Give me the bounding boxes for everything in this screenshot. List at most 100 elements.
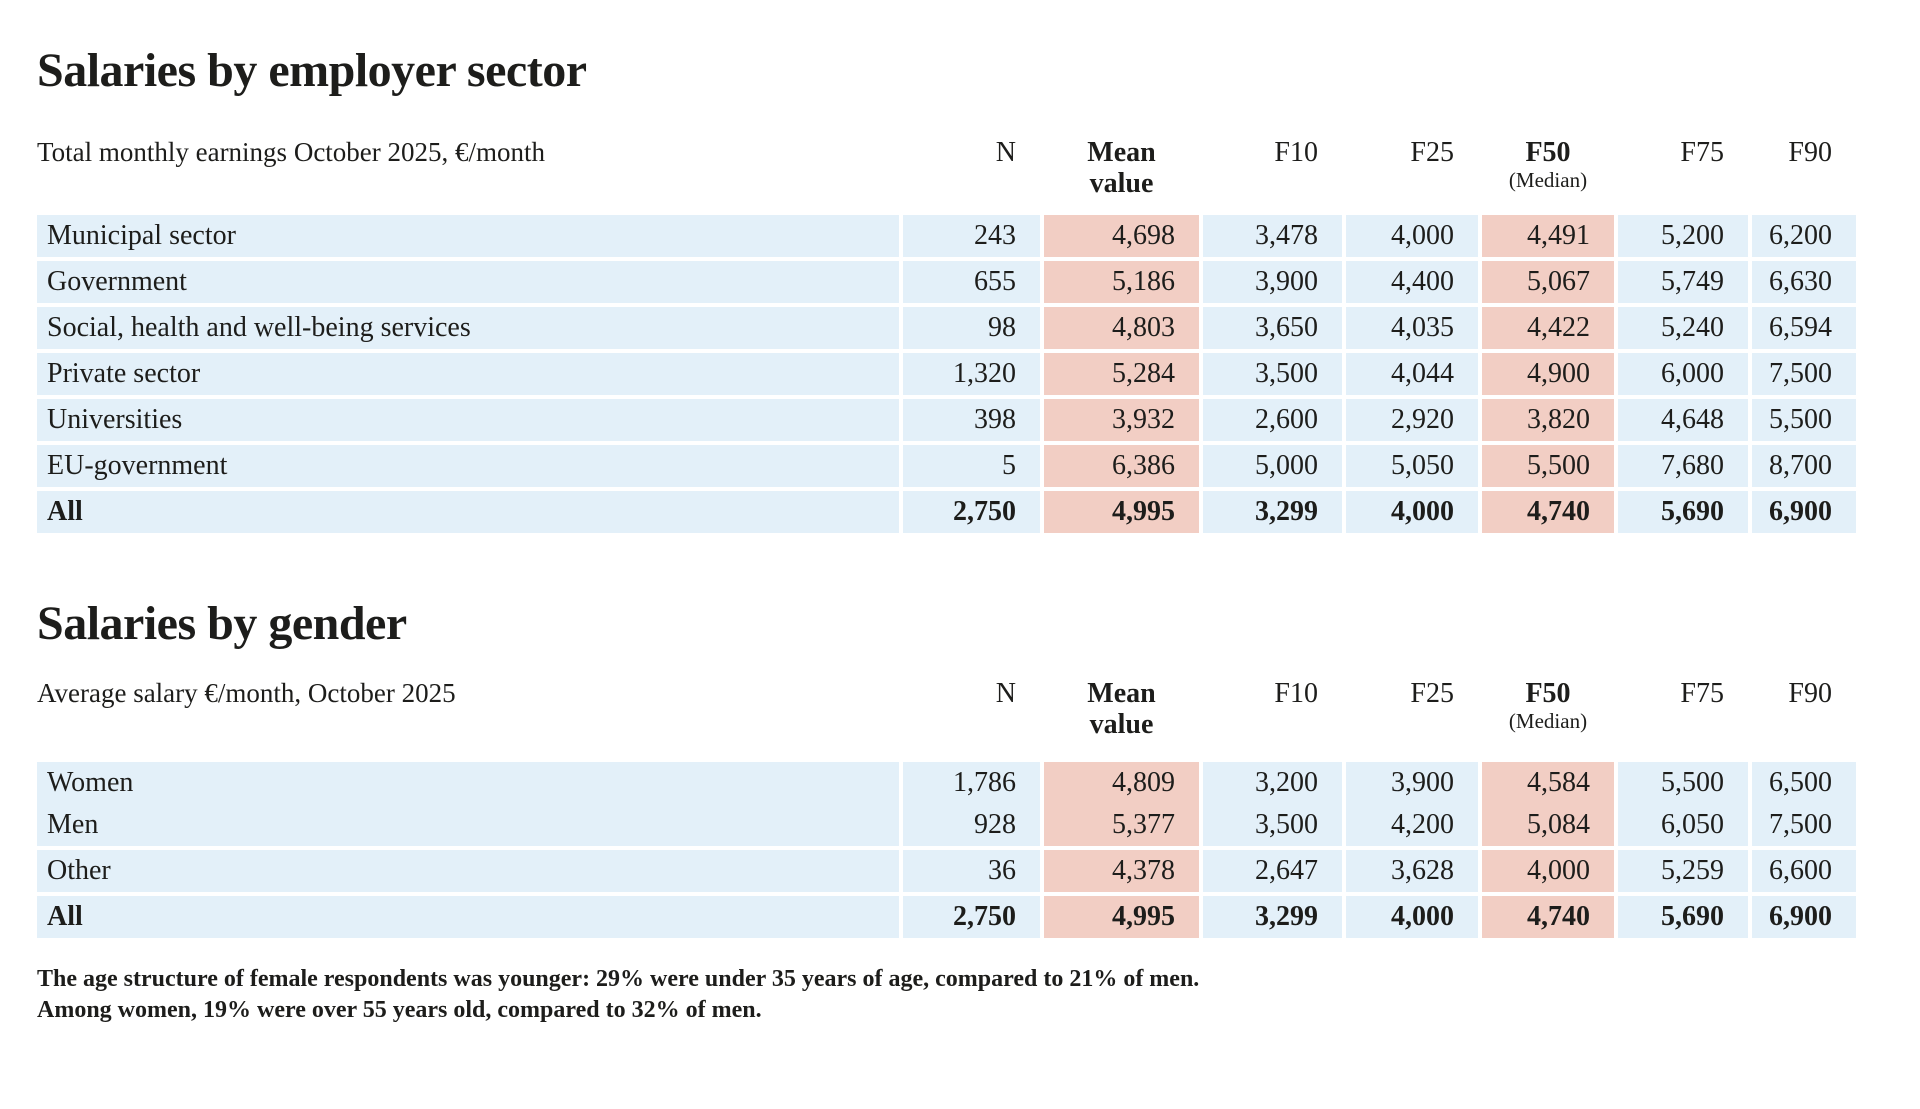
- cell-f75: 5,749: [1618, 261, 1748, 303]
- cell-mean: 4,698: [1044, 215, 1199, 257]
- cell-f25: 4,000: [1346, 215, 1478, 257]
- table-row-municipal-sector: Municipal sector 243 4,698 3,478 4,000 4…: [37, 215, 1856, 257]
- cell-f90: 6,200: [1752, 215, 1856, 257]
- cell-f50: 4,000: [1482, 850, 1614, 892]
- cell-f10: 3,900: [1203, 261, 1342, 303]
- cell-f50: 3,820: [1482, 399, 1614, 441]
- col-header-f50-label: F50: [1525, 137, 1571, 168]
- cell-f50: 4,422: [1482, 307, 1614, 349]
- col-header-f75: F75: [1680, 137, 1724, 168]
- cell-f75: 5,690: [1618, 896, 1748, 938]
- cell-f90: 6,500: [1752, 762, 1856, 804]
- row-label: All: [37, 896, 899, 938]
- cell-f10: 3,500: [1203, 353, 1342, 395]
- cell-f25: 3,628: [1346, 850, 1478, 892]
- sector-table-header: Total monthly earnings October 2025, €/m…: [37, 137, 1855, 199]
- row-label: Municipal sector: [37, 215, 899, 257]
- row-label: Government: [37, 261, 899, 303]
- cell-f10: 2,600: [1203, 399, 1342, 441]
- cell-f50: 5,067: [1482, 261, 1614, 303]
- col-header-f50-label: F50: [1525, 678, 1571, 709]
- col-header-mean-line2: value: [1089, 709, 1154, 740]
- row-label: Women: [37, 762, 899, 804]
- table-row-other: Other 36 4,378 2,647 3,628 4,000 5,259 6…: [37, 850, 1856, 892]
- cell-f75: 5,240: [1618, 307, 1748, 349]
- cell-f25: 2,920: [1346, 399, 1478, 441]
- col-header-f10: F10: [1274, 137, 1318, 168]
- col-header-n: N: [995, 678, 1016, 709]
- cell-f90: 6,594: [1752, 307, 1856, 349]
- row-label: EU-government: [37, 445, 899, 487]
- cell-f75: 5,259: [1618, 850, 1748, 892]
- cell-f25: 3,900: [1346, 762, 1478, 804]
- row-label: Private sector: [37, 353, 899, 395]
- cell-f90: 8,700: [1752, 445, 1856, 487]
- table-row-private-sector: Private sector 1,320 5,284 3,500 4,044 4…: [37, 353, 1856, 395]
- cell-f25: 4,400: [1346, 261, 1478, 303]
- cell-f50: 4,491: [1482, 215, 1614, 257]
- cell-f25: 5,050: [1346, 445, 1478, 487]
- cell-f50: 4,584: [1482, 762, 1614, 804]
- cell-f25: 4,200: [1346, 804, 1478, 846]
- cell-f75: 7,680: [1618, 445, 1748, 487]
- cell-mean: 3,932: [1044, 399, 1199, 441]
- col-header-f50-median: (Median): [1508, 709, 1588, 733]
- cell-f50: 5,500: [1482, 445, 1614, 487]
- cell-f75: 5,200: [1618, 215, 1748, 257]
- cell-f10: 3,299: [1203, 491, 1342, 533]
- cell-f25: 4,044: [1346, 353, 1478, 395]
- cell-f10: 3,200: [1203, 762, 1342, 804]
- cell-mean: 4,995: [1044, 491, 1199, 533]
- gender-table-subtitle: Average salary €/month, October 2025: [37, 678, 456, 708]
- cell-f75: 4,648: [1618, 399, 1748, 441]
- age-structure-footnote: The age structure of female respondents …: [37, 964, 1920, 1026]
- cell-f90: 7,500: [1752, 804, 1856, 846]
- row-label: Other: [37, 850, 899, 892]
- cell-n: 928: [903, 804, 1040, 846]
- col-header-n: N: [995, 137, 1016, 168]
- table-row-women: Women 1,786 4,809 3,200 3,900 4,584 5,50…: [37, 762, 1856, 804]
- table-row-universities: Universities 398 3,932 2,600 2,920 3,820…: [37, 399, 1856, 441]
- cell-f75: 6,000: [1618, 353, 1748, 395]
- cell-mean: 4,809: [1044, 762, 1199, 804]
- col-header-f75: F75: [1680, 678, 1724, 709]
- cell-mean: 4,803: [1044, 307, 1199, 349]
- cell-n: 1,786: [903, 762, 1040, 804]
- cell-f90: 5,500: [1752, 399, 1856, 441]
- cell-f90: 7,500: [1752, 353, 1856, 395]
- col-header-mean: Mean value: [1044, 137, 1199, 199]
- report-page: Salaries by employer sector Total monthl…: [0, 44, 1920, 1109]
- cell-n: 36: [903, 850, 1040, 892]
- cell-f90: 6,630: [1752, 261, 1856, 303]
- table-row-men: Men 928 5,377 3,500 4,200 5,084 6,050 7,…: [37, 804, 1856, 846]
- table-row-eu-government: EU-government 5 6,386 5,000 5,050 5,500 …: [37, 445, 1856, 487]
- cell-mean: 5,186: [1044, 261, 1199, 303]
- cell-f10: 5,000: [1203, 445, 1342, 487]
- cell-f75: 6,050: [1618, 804, 1748, 846]
- cell-mean: 6,386: [1044, 445, 1199, 487]
- row-label: Men: [37, 804, 899, 846]
- cell-f25: 4,000: [1346, 491, 1478, 533]
- col-header-f25: F25: [1410, 678, 1454, 709]
- cell-f25: 4,000: [1346, 896, 1478, 938]
- cell-f50: 4,740: [1482, 491, 1614, 533]
- cell-f10: 3,478: [1203, 215, 1342, 257]
- cell-f90: 6,900: [1752, 491, 1856, 533]
- gender-salary-section: Salaries by gender Average salary €/mont…: [0, 597, 1920, 938]
- col-header-mean-line2: value: [1089, 168, 1154, 199]
- cell-f10: 2,647: [1203, 850, 1342, 892]
- col-header-mean-line1: Mean: [1087, 137, 1156, 168]
- cell-n: 5: [903, 445, 1040, 487]
- row-label: Social, health and well-being services: [37, 307, 899, 349]
- row-label: Universities: [37, 399, 899, 441]
- cell-f75: 5,690: [1618, 491, 1748, 533]
- cell-f10: 3,500: [1203, 804, 1342, 846]
- col-header-f90: F90: [1788, 678, 1832, 709]
- sector-table-subtitle: Total monthly earnings October 2025, €/m…: [37, 137, 546, 167]
- cell-mean: 5,284: [1044, 353, 1199, 395]
- cell-n: 98: [903, 307, 1040, 349]
- gender-section-title: Salaries by gender: [37, 597, 407, 650]
- col-header-mean: Mean value: [1044, 678, 1199, 740]
- cell-n: 655: [903, 261, 1040, 303]
- cell-mean: 5,377: [1044, 804, 1199, 846]
